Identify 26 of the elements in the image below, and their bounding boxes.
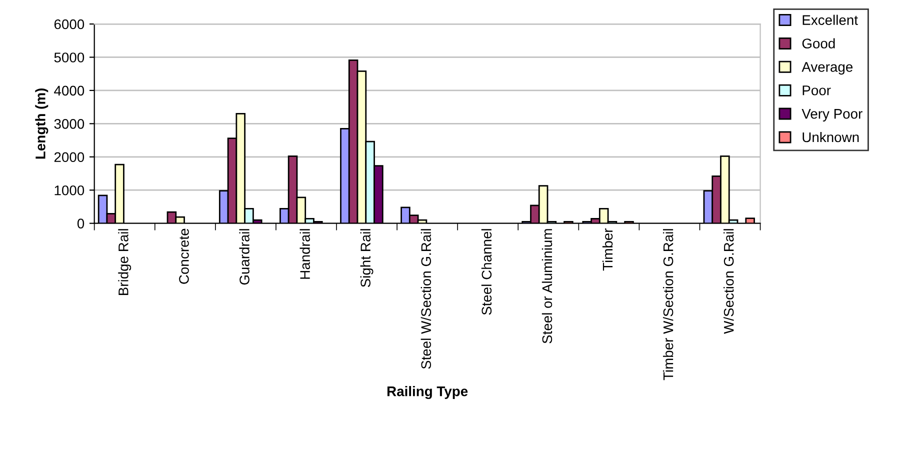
x-tick-label: Steel Channel — [481, 229, 492, 315]
legend-label: Poor — [802, 86, 831, 96]
legend-label: Average — [802, 62, 853, 75]
x-tick-label: Sight Rail — [360, 229, 374, 287]
y-axis-title: Length (m) — [35, 88, 48, 159]
x-tick-label: Steel or Aluminium — [542, 229, 552, 344]
y-tick-label: 3000 — [54, 119, 84, 129]
y-tick-label: 6000 — [54, 19, 84, 30]
x-tick-label: Timber — [602, 228, 613, 271]
x-tick-label: Timber W/Section G.Rail — [663, 229, 674, 380]
y-tick-label: 4000 — [54, 86, 84, 96]
legend-label: Good — [802, 38, 835, 48]
x-tick-label: Steel W/Section G.Rail — [420, 229, 432, 369]
x-tick-label: Handrail — [300, 229, 310, 279]
legend-label: Unknown — [802, 132, 859, 142]
x-tick-label: W/Section G.Rail — [724, 229, 734, 334]
legend-label: Excellent — [802, 14, 858, 25]
y-tick-label: 0 — [77, 218, 84, 228]
x-tick-label: Guardrail — [239, 229, 250, 285]
legend-label: Very Poor — [802, 109, 862, 122]
y-tick-label: 1000 — [54, 185, 84, 196]
y-tick-label: 5000 — [54, 52, 84, 62]
x-axis-title: Railing Type — [387, 386, 468, 400]
y-tick-label: 2000 — [54, 152, 84, 162]
x-tick-label: Concrete — [179, 228, 189, 284]
x-tick-label: Bridge Rail — [118, 229, 132, 295]
